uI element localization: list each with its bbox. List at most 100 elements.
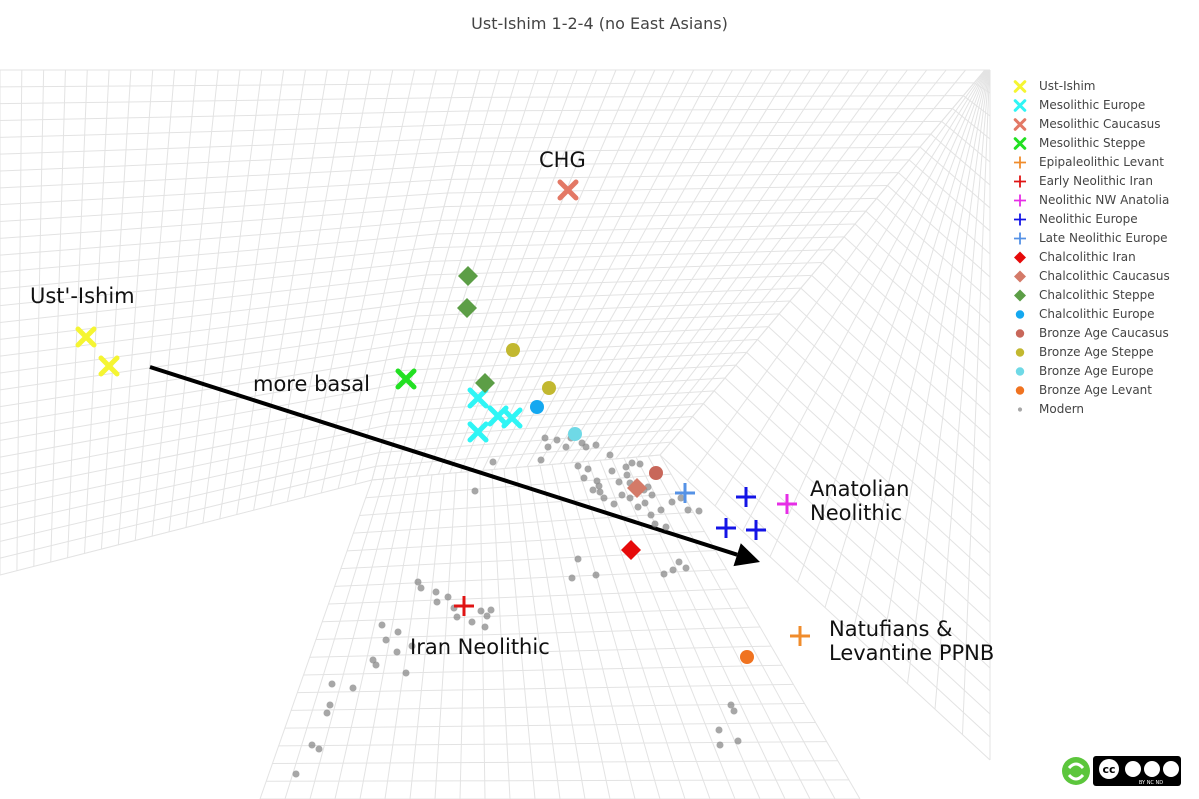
point-modern xyxy=(292,770,300,778)
series-chalcolithic-europe xyxy=(530,400,544,414)
point-bronze-age-steppe xyxy=(542,381,556,395)
legend-label: Mesolithic Europe xyxy=(1039,98,1146,112)
legend-item[interactable]: Chalcolithic Caucasus xyxy=(1008,267,1170,286)
legend-swatch-icon xyxy=(1014,194,1026,207)
legend-marker xyxy=(1014,175,1026,188)
point-modern xyxy=(651,520,659,528)
annotation-more-basal: more basal xyxy=(253,372,370,396)
legend-item[interactable]: Mesolithic Europe xyxy=(1008,96,1170,115)
point-modern xyxy=(615,478,623,486)
series-bronze-age-caucasus xyxy=(649,466,663,480)
point-bronze-age-levant xyxy=(740,650,754,664)
point-modern xyxy=(641,499,649,507)
creative-commons-logo-icon xyxy=(1062,757,1090,785)
point-modern xyxy=(382,636,390,644)
legend-item[interactable]: Bronze Age Steppe xyxy=(1008,343,1170,362)
legend-item[interactable]: Bronze Age Levant xyxy=(1008,381,1170,400)
point-modern xyxy=(468,618,476,626)
series-bronze-age-levant xyxy=(740,650,754,664)
legend-label: Bronze Age Steppe xyxy=(1039,345,1154,359)
point-modern xyxy=(592,571,600,579)
point-modern xyxy=(453,613,461,621)
nc-icon xyxy=(1144,761,1160,777)
legend-marker xyxy=(1013,99,1027,112)
point-modern xyxy=(730,707,738,715)
legend-swatch-icon xyxy=(1015,386,1025,395)
license-terms: BY NC ND xyxy=(1139,780,1163,786)
legend-marker xyxy=(1015,348,1025,357)
legend-swatch-icon xyxy=(1014,156,1026,169)
point-modern xyxy=(369,656,377,664)
series-bronze-age-steppe xyxy=(506,343,556,395)
legend-item[interactable]: Bronze Age Caucasus xyxy=(1008,324,1170,343)
point-modern xyxy=(669,566,677,574)
point-modern xyxy=(444,593,452,601)
point-modern xyxy=(323,709,331,717)
point-modern xyxy=(580,474,588,482)
legend-label: Early Neolithic Iran xyxy=(1039,174,1153,188)
point-modern xyxy=(568,574,576,582)
point-neolithic-europe xyxy=(736,487,756,507)
legend-label: Modern xyxy=(1039,402,1085,416)
legend-item[interactable]: Chalcolithic Europe xyxy=(1008,305,1170,324)
legend-item[interactable]: Neolithic NW Anatolia xyxy=(1008,191,1170,210)
point-epipaleolithic-levant xyxy=(790,626,810,646)
point-mesolithic-steppe xyxy=(395,368,417,390)
point-modern xyxy=(326,701,334,709)
point-modern xyxy=(315,745,323,753)
point-modern xyxy=(433,598,441,606)
nd-icon xyxy=(1163,761,1179,777)
series-mesolithic-caucasus xyxy=(557,179,579,201)
series-mesolithic-europe xyxy=(467,387,523,443)
legend-marker xyxy=(1013,118,1027,131)
legend-marker xyxy=(1013,137,1027,150)
legend-item[interactable]: Mesolithic Steppe xyxy=(1008,134,1170,153)
point-modern xyxy=(483,612,491,620)
point-modern xyxy=(622,463,630,471)
point-modern xyxy=(349,684,357,692)
legend-item[interactable]: Ust-Ishim xyxy=(1008,77,1170,96)
point-ust-ishim xyxy=(98,355,120,377)
legend-item[interactable]: Mesolithic Caucasus xyxy=(1008,115,1170,134)
point-modern xyxy=(662,523,670,531)
series-chalcolithic-steppe xyxy=(457,266,495,393)
point-modern xyxy=(628,459,636,467)
series-bronze-age-europe xyxy=(568,427,582,441)
legend-swatch-icon xyxy=(1015,329,1025,338)
legend-swatch-icon xyxy=(1013,118,1027,131)
legend-label: Neolithic NW Anatolia xyxy=(1039,193,1170,207)
legend-marker xyxy=(1014,213,1026,226)
series-epipaleolithic-levant xyxy=(790,626,810,646)
legend-item[interactable]: Bronze Age Europe xyxy=(1008,362,1170,381)
point-modern xyxy=(648,491,656,499)
annotation-anatolian-neolithic: Anatolian Neolithic xyxy=(810,477,910,525)
point-modern xyxy=(660,570,668,578)
3d-grid xyxy=(0,69,991,799)
legend-swatch-icon xyxy=(1015,348,1025,357)
point-neolithic-europe xyxy=(746,520,766,540)
legend-item[interactable]: Chalcolithic Steppe xyxy=(1008,286,1170,305)
legend-item[interactable]: Epipaleolithic Levant xyxy=(1008,153,1170,172)
legend: Ust-Ishim Mesolithic Europe Mesolithic Cau… xyxy=(1008,77,1170,419)
legend-swatch-icon xyxy=(1013,80,1027,93)
legend-marker xyxy=(1014,232,1026,245)
series-modern xyxy=(292,434,742,778)
legend-item[interactable]: Modern xyxy=(1008,400,1170,419)
point-mesolithic-europe xyxy=(467,387,489,409)
legend-item[interactable]: Early Neolithic Iran xyxy=(1008,172,1170,191)
point-modern xyxy=(636,460,644,468)
point-modern xyxy=(481,623,489,631)
point-modern xyxy=(432,588,440,596)
point-modern xyxy=(606,451,614,459)
series-chalcolithic-iran xyxy=(621,540,641,560)
legend-item[interactable]: Chalcolithic Iran xyxy=(1008,248,1170,267)
point-late-neolithic-europe xyxy=(675,483,695,503)
annotation-ust-ishim: Ust'-Ishim xyxy=(30,284,135,308)
point-chalcolithic-steppe xyxy=(458,266,478,286)
legend-swatch-icon xyxy=(1014,289,1026,302)
legend-item[interactable]: Late Neolithic Europe xyxy=(1008,229,1170,248)
point-modern xyxy=(589,486,597,494)
legend-item[interactable]: Neolithic Europe xyxy=(1008,210,1170,229)
legend-label: Bronze Age Caucasus xyxy=(1039,326,1169,340)
